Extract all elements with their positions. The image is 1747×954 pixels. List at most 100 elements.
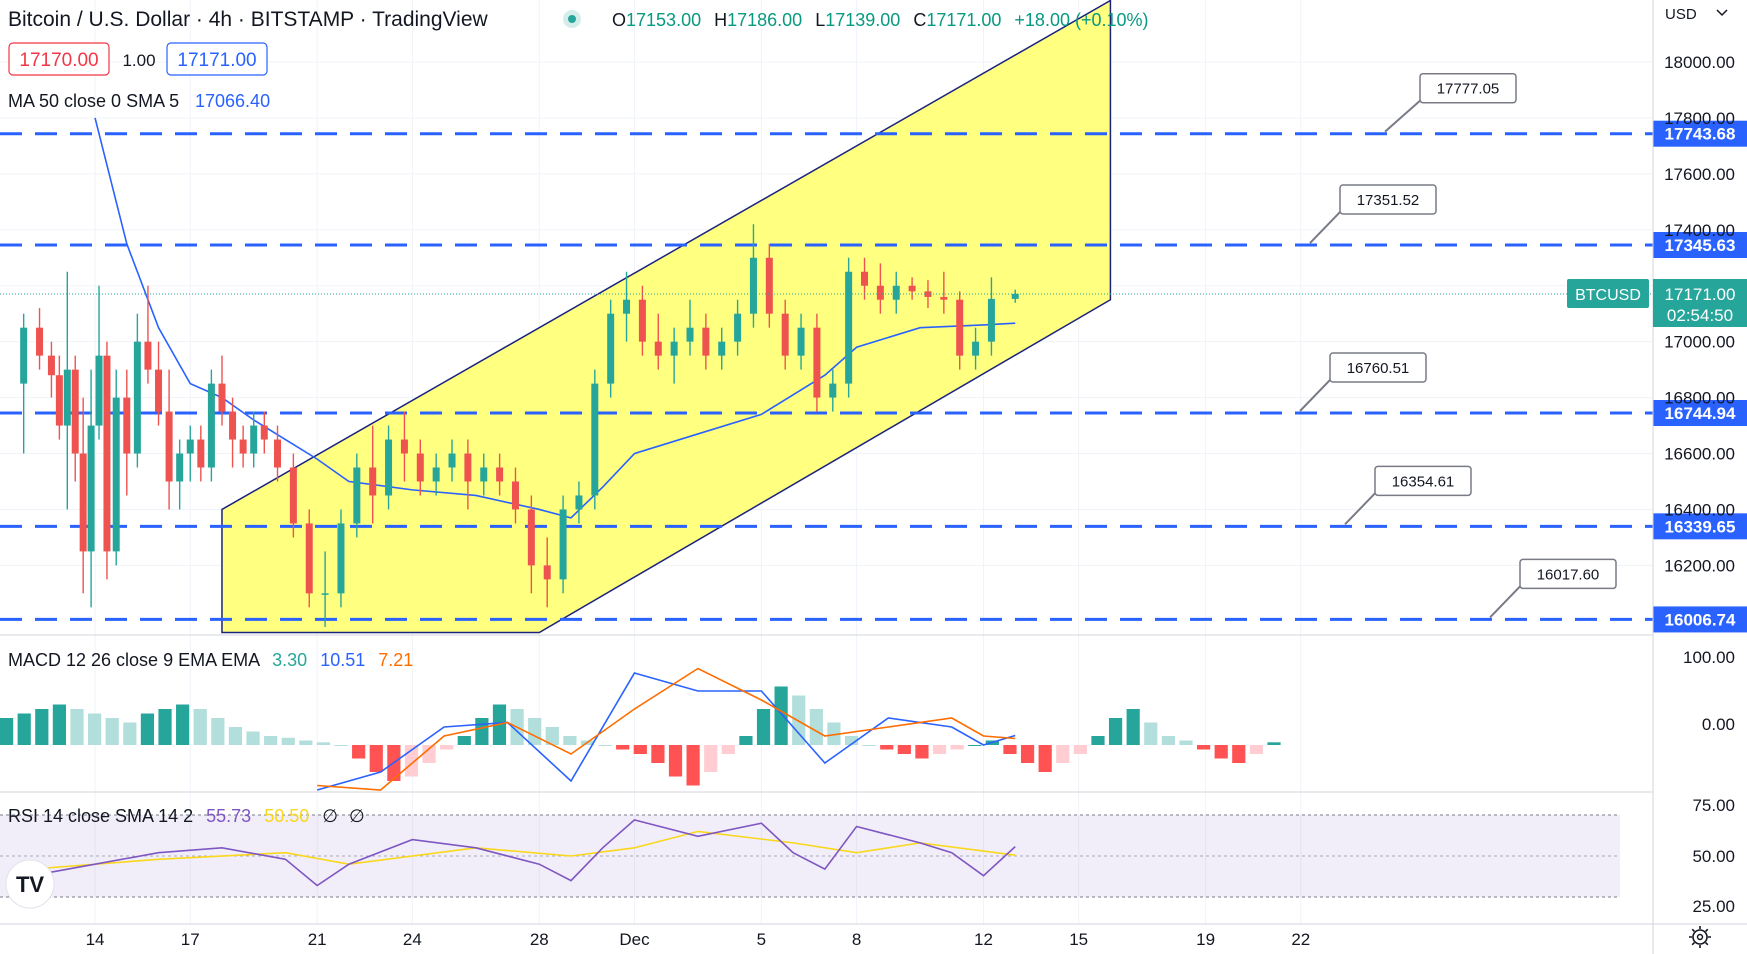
macd-hist-bar — [809, 709, 823, 745]
callout-label: 16354.61 — [1392, 473, 1455, 490]
ohlc-high-label: H — [714, 10, 727, 30]
currency-selector[interactable]: USD — [1665, 6, 1697, 23]
gear-icon[interactable] — [1689, 926, 1711, 948]
macd-hist-bar — [1020, 745, 1035, 763]
candle-body — [797, 327, 805, 356]
level-price-label: 16339.65 — [1665, 517, 1736, 536]
macd-hist-bar — [352, 745, 366, 759]
time-tick-label: 15 — [1069, 930, 1088, 949]
callout-box[interactable] — [1419, 72, 1517, 104]
candle-body — [623, 299, 631, 314]
macd-hist-bar — [140, 713, 155, 745]
time-axis[interactable]: 14 17 21 24 28 Dec 5 8 12 15 19 22 — [86, 930, 1311, 949]
symbol-badge[interactable] — [1567, 279, 1649, 308]
tradingview-logo[interactable]: TV — [5, 859, 55, 909]
macd-hist-bar — [422, 745, 436, 763]
candle-body — [940, 296, 948, 300]
level-price-label: 16006.74 — [1665, 610, 1736, 629]
current-price-badge[interactable] — [1653, 279, 1747, 327]
callout-pointer — [1384, 99, 1421, 133]
level-price-badge[interactable] — [1653, 606, 1747, 633]
macd-hist-bar — [1214, 745, 1228, 759]
chart-title[interactable]: Bitcoin / U.S. Dollar · 4h · BITSTAMP · … — [8, 8, 488, 31]
macd-hist-bar — [1056, 745, 1070, 763]
candle-body — [813, 327, 821, 398]
macd-hist-bar — [950, 745, 964, 750]
candle-body — [876, 285, 884, 300]
candle-body — [765, 257, 773, 314]
macd-line — [316, 672, 1016, 791]
candle-body — [432, 467, 440, 482]
candle-body — [385, 439, 393, 496]
candle-body — [956, 299, 964, 356]
candle-body — [654, 341, 662, 356]
candle-body — [229, 411, 237, 440]
candle-body — [321, 593, 329, 595]
macd-hist-bar — [932, 745, 947, 754]
rsi-legend[interactable]: RSI 14 close SMA 14 2 55.73 50.50 ∅ ∅ — [8, 806, 365, 826]
candle-body — [496, 467, 504, 482]
ma-indicator-label[interactable]: MA 50 close 0 SMA 5 — [8, 91, 179, 111]
macd-hist-bar — [1126, 709, 1140, 745]
sell-button[interactable] — [8, 42, 110, 76]
callout-box[interactable] — [1339, 184, 1437, 215]
price-tick-label: 17600.00 — [1664, 165, 1735, 184]
macd-axis[interactable]: 100.00 0.00 — [1683, 648, 1735, 734]
candle-body — [36, 327, 44, 356]
macd-hist-bar — [545, 727, 559, 745]
candle-body — [734, 313, 742, 342]
candle-body — [686, 327, 694, 342]
callout-label: 16760.51 — [1347, 360, 1410, 377]
level-price-badge[interactable] — [1653, 120, 1747, 147]
rsi-axis[interactable]: 75.00 50.00 25.00 — [1692, 796, 1735, 916]
candle-body — [55, 375, 63, 426]
time-tick-label: 12 — [974, 930, 993, 949]
macd-hist-bar — [17, 713, 31, 745]
macd-signal-value: 7.21 — [378, 650, 413, 670]
candle-body — [79, 453, 87, 552]
macd-legend[interactable]: MACD 12 26 close 9 EMA EMA 3.30 10.51 7.… — [8, 650, 413, 670]
candle-body — [274, 439, 282, 468]
macd-hist-bar — [827, 722, 841, 745]
buy-button[interactable] — [166, 42, 268, 76]
candle-body — [305, 523, 313, 594]
macd-hist-bar — [246, 731, 260, 745]
callout-box[interactable] — [1374, 465, 1472, 497]
macd-hist-bar — [1161, 736, 1175, 745]
callout-box[interactable] — [1329, 352, 1427, 383]
rsi-tick-label: 75.00 — [1692, 796, 1735, 815]
level-price-badge[interactable] — [1653, 399, 1747, 426]
macd-hist-bar — [1249, 745, 1263, 754]
macd-hist-bar — [475, 718, 489, 745]
candle-body — [781, 313, 789, 356]
sell-price: 17170.00 — [19, 50, 98, 71]
macd-hist-bar — [0, 718, 14, 745]
ascending-channel[interactable] — [221, 0, 1112, 634]
macd-hist-bar — [281, 737, 295, 745]
level-price-badge[interactable] — [1653, 232, 1747, 259]
macd-hist-bar — [264, 736, 278, 745]
macd-hist-bar — [528, 718, 542, 745]
support-resistance-levels[interactable]: 17743.68 17777.05 17345.63 17351.52 16744.94… — [0, 72, 1747, 633]
price-tick-label: 17400.00 — [1664, 221, 1735, 240]
price-tick-label: 16800.00 — [1664, 389, 1735, 408]
callout-pointer — [1309, 211, 1341, 244]
candle-body — [987, 298, 995, 342]
candle-body — [400, 439, 408, 454]
macd-tick-label: 100.00 — [1683, 648, 1735, 667]
candle-body — [353, 467, 361, 524]
price-tick-label: 16600.00 — [1664, 445, 1735, 464]
candle-body — [20, 327, 28, 384]
time-tick-label: 14 — [86, 930, 105, 949]
candle-body — [892, 285, 900, 300]
chevron-down-icon[interactable] — [1716, 9, 1728, 17]
candle-body — [908, 285, 916, 292]
callout-box[interactable] — [1519, 558, 1617, 590]
macd-hist-bar — [176, 704, 190, 745]
countdown: 02:54:50 — [1667, 306, 1733, 325]
candle-body — [718, 341, 726, 356]
candle-body — [511, 481, 519, 510]
time-tick-label: Dec — [619, 930, 650, 949]
level-price-badge[interactable] — [1653, 513, 1747, 540]
